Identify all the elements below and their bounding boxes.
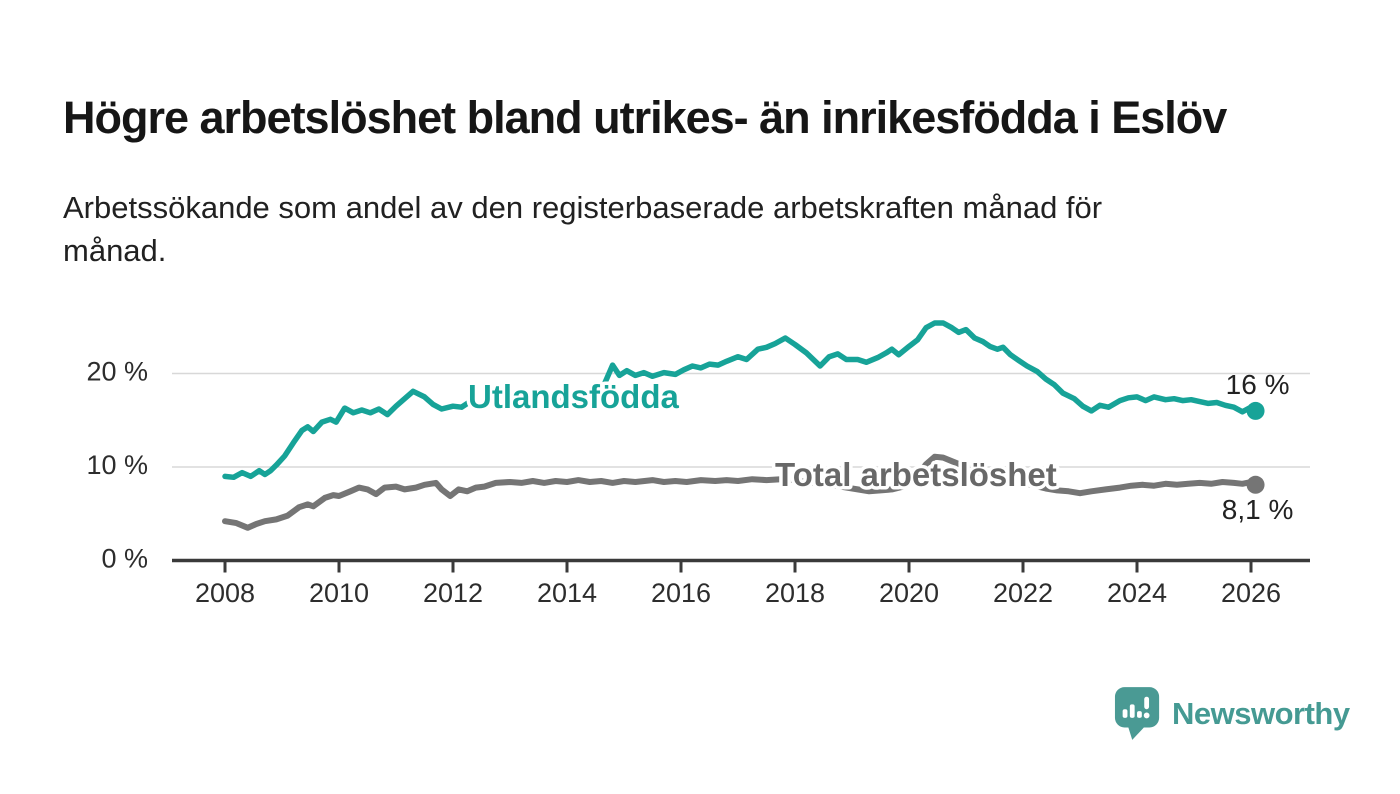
- newsworthy-logo-text: Newsworthy: [1172, 696, 1350, 731]
- x-axis-tick-label: 2024: [1107, 578, 1167, 608]
- x-axis-tick-label: 2026: [1221, 578, 1281, 608]
- series-end-value-label: 8,1 %: [1222, 494, 1294, 525]
- series-label-total: Total arbetslöshet: [775, 456, 1057, 493]
- series-line-utlandsfodda: [222, 320, 1259, 481]
- y-axis-tick-label: 10 %: [86, 450, 148, 480]
- x-axis-tick-label: 2010: [309, 578, 369, 608]
- x-axis-tick-label: 2014: [537, 578, 597, 608]
- series-end-value-label: 16 %: [1226, 369, 1290, 400]
- series-line-total: [222, 453, 1259, 531]
- x-axis-tick-label: 2020: [879, 578, 939, 608]
- newsworthy-logo: Newsworthy: [1114, 686, 1350, 742]
- page-title: Högre arbetslöshet bland utrikes- än inr…: [63, 92, 1227, 144]
- series-label-utlandsfodda: Utlandsfödda: [468, 378, 679, 415]
- x-axis-tick-label: 2022: [993, 578, 1053, 608]
- x-axis-tick-label: 2016: [651, 578, 711, 608]
- newsworthy-logo-icon: [1114, 687, 1160, 740]
- x-axis-tick-label: 2012: [423, 578, 483, 608]
- y-axis-tick-label: 0 %: [101, 544, 148, 574]
- x-axis-tick-label: 2008: [195, 578, 255, 608]
- chart-subtitle: Arbetssökande som andel av den registerb…: [63, 190, 1103, 268]
- series-end-dot: [1246, 401, 1265, 420]
- y-axis-tick-label: 20 %: [86, 357, 148, 387]
- series-end-dot: [1246, 475, 1265, 494]
- x-axis-tick-label: 2018: [765, 578, 825, 608]
